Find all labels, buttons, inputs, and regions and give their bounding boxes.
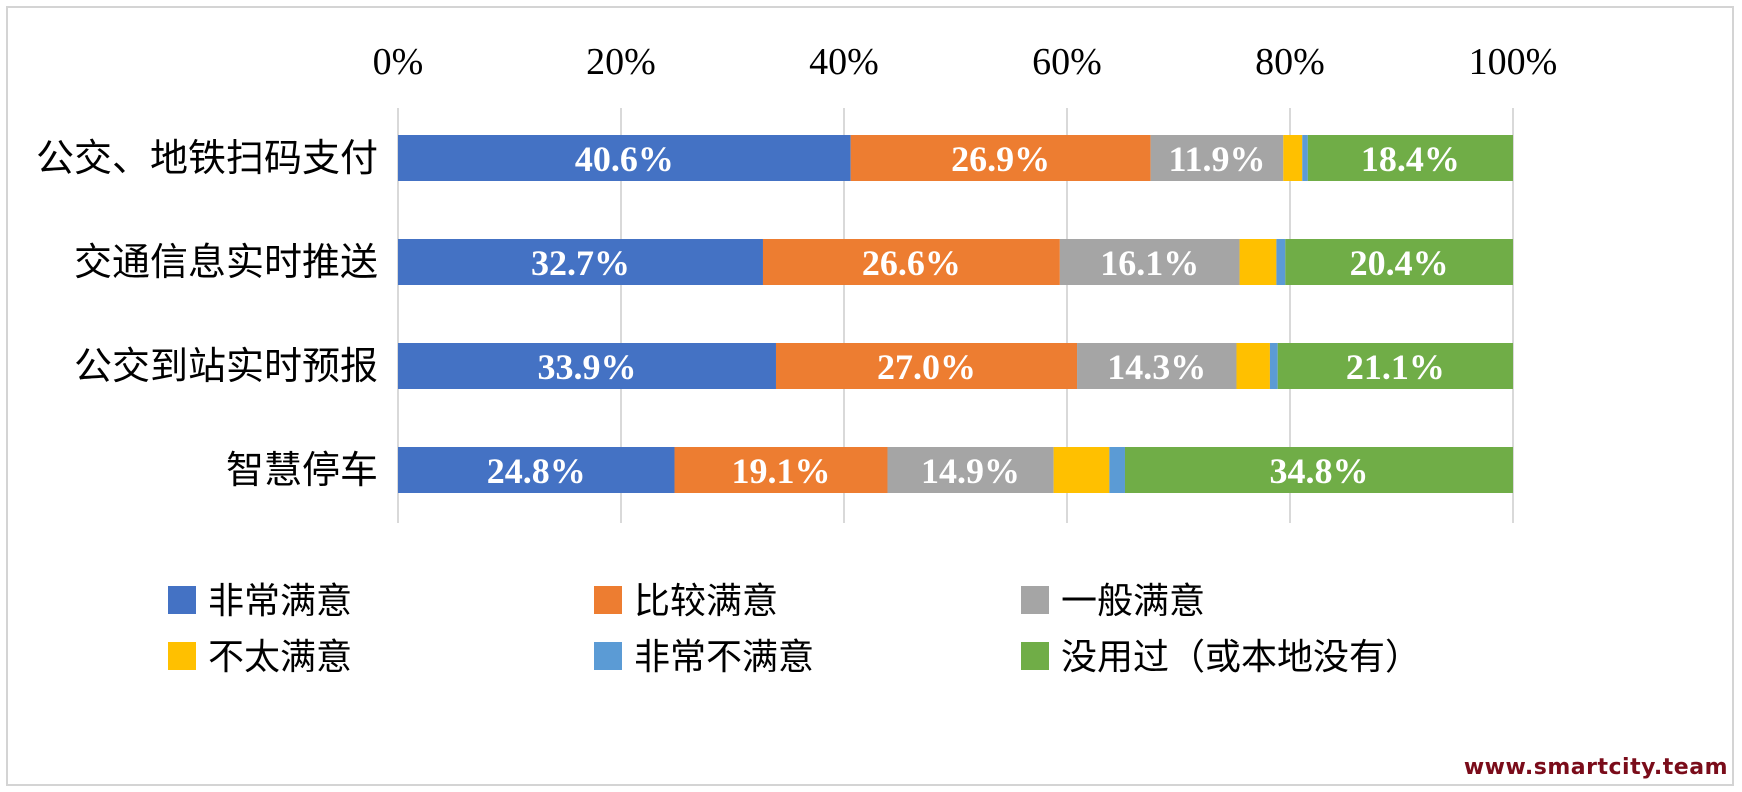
bar-segment: [1124, 447, 1513, 493]
legend-label: 不太满意: [208, 637, 352, 677]
chart-frame: 0% 20% 40% 60% 80% 100% 公交、地铁扫码支付交通信息实时推送 公交到站…: [6, 6, 1734, 786]
bar-segment: [775, 343, 1078, 389]
category-label: 公交到站实时预报: [74, 346, 378, 388]
x-tick-label: 80%: [1255, 41, 1325, 83]
data-label: 14.3%: [1107, 347, 1206, 387]
bar-segment: [1285, 239, 1513, 285]
data-label: 26.9%: [951, 139, 1050, 179]
legend-label: 没用过（或本地没有）: [1061, 637, 1421, 677]
bar-segment: [398, 447, 675, 493]
watermark-text: www.smartcity.team: [1463, 755, 1728, 780]
bar-segment: [1077, 343, 1237, 389]
bars: [398, 135, 1513, 493]
data-label: 20.4%: [1350, 243, 1449, 283]
bar-segment: [398, 239, 763, 285]
x-tick-label: 100%: [1469, 41, 1558, 83]
data-label: 16.1%: [1100, 243, 1199, 283]
legend-swatch: [1021, 642, 1049, 670]
data-label: 24.8%: [487, 451, 586, 491]
bar-segment: [1053, 447, 1110, 493]
stacked-bar-chart: 0% 20% 40% 60% 80% 100% 公交、地铁扫码支付交通信息实时推送公交到站…: [36, 41, 1558, 677]
legend-label: 非常满意: [208, 581, 352, 621]
data-label: 33.9%: [537, 347, 636, 387]
legend-label: 非常不满意: [634, 637, 814, 677]
legend-swatch: [168, 586, 196, 614]
bar-segment: [398, 343, 776, 389]
bar-segment: [1236, 343, 1270, 389]
data-label: 18.4%: [1361, 139, 1460, 179]
data-label: 21.1%: [1346, 347, 1445, 387]
data-label: 14.9%: [921, 451, 1020, 491]
bar-segment: [1283, 135, 1303, 181]
data-label: 26.6%: [862, 243, 961, 283]
data-label: 34.8%: [1269, 451, 1368, 491]
data-label: 27.0%: [877, 347, 976, 387]
bar-segment: [850, 135, 1151, 181]
data-label: 19.1%: [732, 451, 831, 491]
bar-segment: [1276, 239, 1286, 285]
bar-segment: [1239, 239, 1277, 285]
bar-segment: [1307, 135, 1513, 181]
legend-label: 比较满意: [634, 581, 778, 621]
bar-segment: [1302, 135, 1308, 181]
legend-swatch: [168, 642, 196, 670]
data-label: 11.9%: [1168, 139, 1265, 179]
bar-segment: [1150, 135, 1284, 181]
bar-segment: [398, 135, 851, 181]
bar-segment: [887, 447, 1054, 493]
x-tick-label: 40%: [809, 41, 879, 83]
data-label: 40.6%: [575, 139, 674, 179]
bar-segment: [1277, 343, 1513, 389]
legend-label: 一般满意: [1061, 581, 1205, 621]
x-tick-label: 0%: [373, 41, 424, 83]
legend-swatch: [1021, 586, 1049, 614]
bar-segment: [1269, 343, 1278, 389]
data-label: 32.7%: [531, 243, 630, 283]
bar-segment: [762, 239, 1060, 285]
data-labels: 40.6% 26.9% 11.9% 18.4% 32.7% 26.6% 16.1% 20.4%…: [487, 139, 1460, 491]
x-axis-tick-labels: 0% 20% 40% 60% 80% 100%: [373, 41, 1558, 83]
legend-swatch: [594, 586, 622, 614]
category-label: 智慧停车: [226, 450, 378, 492]
legend-swatch: [594, 642, 622, 670]
bar-segment: [1059, 239, 1240, 285]
bar-segment: [1109, 447, 1125, 493]
x-tick-label: 60%: [1032, 41, 1102, 83]
x-tick-label: 20%: [586, 41, 656, 83]
bar-segment: [674, 447, 888, 493]
category-label: 交通信息实时推送: [74, 242, 378, 284]
category-label: 公交、地铁扫码支付: [36, 138, 378, 180]
